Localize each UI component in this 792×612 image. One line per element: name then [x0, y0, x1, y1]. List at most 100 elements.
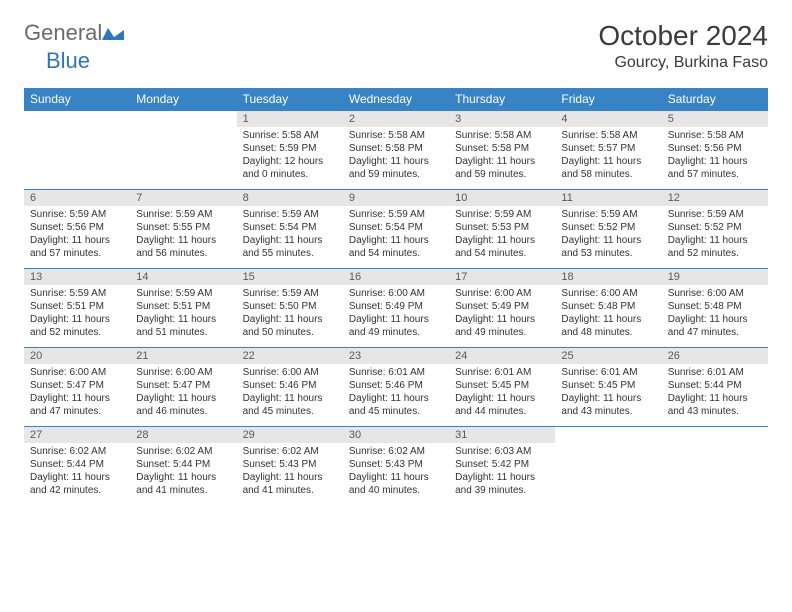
calendar-cell: 18Sunrise: 6:00 AMSunset: 5:48 PMDayligh… — [555, 269, 661, 348]
calendar-cell: 24Sunrise: 6:01 AMSunset: 5:45 PMDayligh… — [449, 348, 555, 427]
calendar-cell: 31Sunrise: 6:03 AMSunset: 5:42 PMDayligh… — [449, 427, 555, 506]
calendar-cell: 10Sunrise: 5:59 AMSunset: 5:53 PMDayligh… — [449, 190, 555, 269]
day-content: Sunrise: 6:01 AMSunset: 5:45 PMDaylight:… — [555, 364, 661, 422]
day-number: 9 — [343, 190, 449, 206]
calendar-cell: 14Sunrise: 5:59 AMSunset: 5:51 PMDayligh… — [130, 269, 236, 348]
day-content: Sunrise: 5:58 AMSunset: 5:58 PMDaylight:… — [343, 127, 449, 185]
calendar-cell: 9Sunrise: 5:59 AMSunset: 5:54 PMDaylight… — [343, 190, 449, 269]
calendar-table: SundayMondayTuesdayWednesdayThursdayFrid… — [24, 88, 768, 505]
day-content: Sunrise: 5:58 AMSunset: 5:56 PMDaylight:… — [662, 127, 768, 185]
calendar-cell: 3Sunrise: 5:58 AMSunset: 5:58 PMDaylight… — [449, 111, 555, 190]
calendar-cell: 2Sunrise: 5:58 AMSunset: 5:58 PMDaylight… — [343, 111, 449, 190]
calendar-cell: 17Sunrise: 6:00 AMSunset: 5:49 PMDayligh… — [449, 269, 555, 348]
day-content: Sunrise: 5:59 AMSunset: 5:52 PMDaylight:… — [662, 206, 768, 264]
day-number: 26 — [662, 348, 768, 364]
day-content: Sunrise: 5:59 AMSunset: 5:56 PMDaylight:… — [24, 206, 130, 264]
day-number: 5 — [662, 111, 768, 127]
day-number: 25 — [555, 348, 661, 364]
weekday-header: Friday — [555, 88, 661, 111]
day-number: 18 — [555, 269, 661, 285]
day-number: 8 — [237, 190, 343, 206]
day-number: 1 — [237, 111, 343, 127]
day-number: 30 — [343, 427, 449, 443]
calendar-cell — [24, 111, 130, 190]
calendar-cell — [130, 111, 236, 190]
day-number: 23 — [343, 348, 449, 364]
calendar-cell: 8Sunrise: 5:59 AMSunset: 5:54 PMDaylight… — [237, 190, 343, 269]
day-number: 12 — [662, 190, 768, 206]
calendar-cell: 4Sunrise: 5:58 AMSunset: 5:57 PMDaylight… — [555, 111, 661, 190]
calendar-cell: 22Sunrise: 6:00 AMSunset: 5:46 PMDayligh… — [237, 348, 343, 427]
day-content: Sunrise: 6:01 AMSunset: 5:44 PMDaylight:… — [662, 364, 768, 422]
day-number: 28 — [130, 427, 236, 443]
calendar-cell — [662, 427, 768, 506]
logo-triangle-icon — [102, 24, 124, 45]
calendar-cell: 11Sunrise: 5:59 AMSunset: 5:52 PMDayligh… — [555, 190, 661, 269]
day-content: Sunrise: 6:00 AMSunset: 5:48 PMDaylight:… — [555, 285, 661, 343]
day-content: Sunrise: 5:59 AMSunset: 5:54 PMDaylight:… — [237, 206, 343, 264]
calendar-cell: 20Sunrise: 6:00 AMSunset: 5:47 PMDayligh… — [24, 348, 130, 427]
day-number: 19 — [662, 269, 768, 285]
day-content: Sunrise: 6:02 AMSunset: 5:44 PMDaylight:… — [24, 443, 130, 501]
day-content: Sunrise: 5:59 AMSunset: 5:50 PMDaylight:… — [237, 285, 343, 343]
day-content: Sunrise: 6:00 AMSunset: 5:47 PMDaylight:… — [24, 364, 130, 422]
day-content: Sunrise: 6:00 AMSunset: 5:49 PMDaylight:… — [343, 285, 449, 343]
day-content: Sunrise: 6:01 AMSunset: 5:46 PMDaylight:… — [343, 364, 449, 422]
day-content: Sunrise: 6:01 AMSunset: 5:45 PMDaylight:… — [449, 364, 555, 422]
weekday-header: Saturday — [662, 88, 768, 111]
logo: General — [24, 20, 126, 46]
day-content: Sunrise: 6:02 AMSunset: 5:43 PMDaylight:… — [237, 443, 343, 501]
calendar-header-row: SundayMondayTuesdayWednesdayThursdayFrid… — [24, 88, 768, 111]
day-content: Sunrise: 6:00 AMSunset: 5:49 PMDaylight:… — [449, 285, 555, 343]
calendar-cell: 23Sunrise: 6:01 AMSunset: 5:46 PMDayligh… — [343, 348, 449, 427]
day-content: Sunrise: 6:03 AMSunset: 5:42 PMDaylight:… — [449, 443, 555, 501]
day-number: 29 — [237, 427, 343, 443]
day-number: 21 — [130, 348, 236, 364]
logo-text-blue: Blue — [46, 48, 90, 73]
calendar-body: 1Sunrise: 5:58 AMSunset: 5:59 PMDaylight… — [24, 111, 768, 506]
calendar-cell: 25Sunrise: 6:01 AMSunset: 5:45 PMDayligh… — [555, 348, 661, 427]
calendar-cell: 1Sunrise: 5:58 AMSunset: 5:59 PMDaylight… — [237, 111, 343, 190]
calendar-cell: 29Sunrise: 6:02 AMSunset: 5:43 PMDayligh… — [237, 427, 343, 506]
day-number: 2 — [343, 111, 449, 127]
day-number: 24 — [449, 348, 555, 364]
calendar-cell: 28Sunrise: 6:02 AMSunset: 5:44 PMDayligh… — [130, 427, 236, 506]
day-number: 31 — [449, 427, 555, 443]
logo-text-general: General — [24, 20, 102, 46]
calendar-cell: 16Sunrise: 6:00 AMSunset: 5:49 PMDayligh… — [343, 269, 449, 348]
calendar-cell: 5Sunrise: 5:58 AMSunset: 5:56 PMDaylight… — [662, 111, 768, 190]
day-content: Sunrise: 6:00 AMSunset: 5:48 PMDaylight:… — [662, 285, 768, 343]
weekday-header: Sunday — [24, 88, 130, 111]
location-label: Gourcy, Burkina Faso — [598, 54, 768, 72]
day-content: Sunrise: 5:59 AMSunset: 5:51 PMDaylight:… — [24, 285, 130, 343]
weekday-header: Tuesday — [237, 88, 343, 111]
day-number: 27 — [24, 427, 130, 443]
day-content: Sunrise: 6:00 AMSunset: 5:46 PMDaylight:… — [237, 364, 343, 422]
day-number: 6 — [24, 190, 130, 206]
day-number: 20 — [24, 348, 130, 364]
day-content: Sunrise: 6:02 AMSunset: 5:43 PMDaylight:… — [343, 443, 449, 501]
day-content: Sunrise: 5:59 AMSunset: 5:53 PMDaylight:… — [449, 206, 555, 264]
calendar-cell: 30Sunrise: 6:02 AMSunset: 5:43 PMDayligh… — [343, 427, 449, 506]
calendar-cell: 21Sunrise: 6:00 AMSunset: 5:47 PMDayligh… — [130, 348, 236, 427]
day-number: 7 — [130, 190, 236, 206]
calendar-cell: 13Sunrise: 5:59 AMSunset: 5:51 PMDayligh… — [24, 269, 130, 348]
month-title: October 2024 — [598, 20, 768, 52]
day-content: Sunrise: 5:59 AMSunset: 5:52 PMDaylight:… — [555, 206, 661, 264]
calendar-cell: 26Sunrise: 6:01 AMSunset: 5:44 PMDayligh… — [662, 348, 768, 427]
day-number: 17 — [449, 269, 555, 285]
calendar-cell: 7Sunrise: 5:59 AMSunset: 5:55 PMDaylight… — [130, 190, 236, 269]
weekday-header: Wednesday — [343, 88, 449, 111]
day-number: 10 — [449, 190, 555, 206]
calendar-cell — [555, 427, 661, 506]
calendar-cell: 15Sunrise: 5:59 AMSunset: 5:50 PMDayligh… — [237, 269, 343, 348]
calendar-cell: 27Sunrise: 6:02 AMSunset: 5:44 PMDayligh… — [24, 427, 130, 506]
calendar-cell: 6Sunrise: 5:59 AMSunset: 5:56 PMDaylight… — [24, 190, 130, 269]
day-content: Sunrise: 6:02 AMSunset: 5:44 PMDaylight:… — [130, 443, 236, 501]
day-number: 14 — [130, 269, 236, 285]
day-number: 3 — [449, 111, 555, 127]
day-content: Sunrise: 5:59 AMSunset: 5:55 PMDaylight:… — [130, 206, 236, 264]
day-number: 13 — [24, 269, 130, 285]
weekday-header: Monday — [130, 88, 236, 111]
weekday-header: Thursday — [449, 88, 555, 111]
